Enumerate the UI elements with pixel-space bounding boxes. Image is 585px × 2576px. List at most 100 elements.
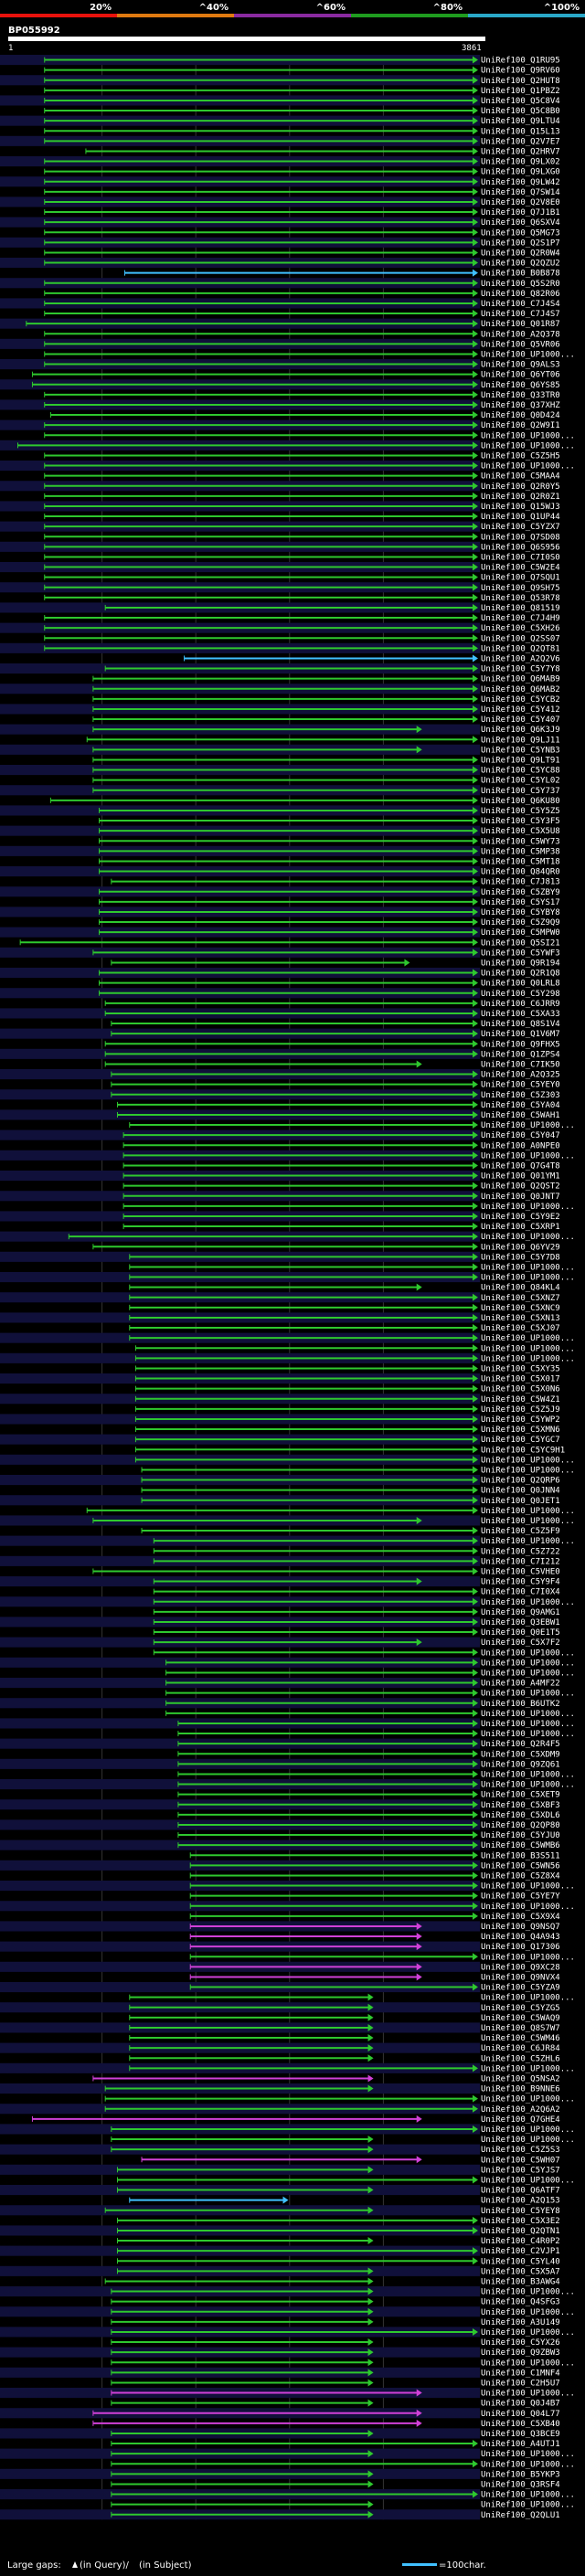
hit-label[interactable]: UniRef100_Q5S2R0	[481, 280, 560, 289]
hit-label[interactable]: UniRef100_C5X017	[481, 1375, 560, 1384]
hit-label[interactable]: UniRef100_UP1000...	[481, 2359, 575, 2368]
hit-label[interactable]: UniRef100_C5YWP2	[481, 1415, 560, 1425]
hit-label[interactable]: UniRef100_Q7SW14	[481, 188, 560, 197]
hit-label[interactable]: UniRef100_C5XH26	[481, 624, 560, 633]
hit-label[interactable]: UniRef100_Q6YS85	[481, 381, 560, 390]
hit-label[interactable]: UniRef100_C5XMN6	[481, 1426, 560, 1435]
hit-label[interactable]: UniRef100_C5XNZ7	[481, 1294, 560, 1303]
hit-label[interactable]: UniRef100_C7IK50	[481, 1060, 560, 1069]
hit-label[interactable]: UniRef100_Q1V6M7	[481, 1030, 560, 1039]
hit-label[interactable]: UniRef100_C5Y047	[481, 1131, 560, 1140]
hit-label[interactable]: UniRef100_C5Z8X4	[481, 1871, 560, 1881]
hit-label[interactable]: UniRef100_C5YC9H1	[481, 1446, 565, 1455]
hit-label[interactable]: UniRef100_Q2W9I1	[481, 421, 560, 430]
hit-label[interactable]: UniRef100_Q53R78	[481, 594, 560, 603]
hit-label[interactable]: UniRef100_C5WAQ9	[481, 2014, 560, 2023]
hit-label[interactable]: UniRef100_Q9R194	[481, 959, 560, 968]
hit-label[interactable]: UniRef100_UP1000...	[481, 2450, 575, 2459]
hit-label[interactable]: UniRef100_C5WY73	[481, 837, 560, 846]
hit-label[interactable]: UniRef100_C5YGC7	[481, 1436, 560, 1445]
hit-label[interactable]: UniRef100_Q3EBW1	[481, 1618, 560, 1627]
hit-label[interactable]: UniRef100_C5X0N6	[481, 1385, 560, 1394]
hit-label[interactable]: UniRef100_UP1000...	[481, 1517, 575, 1526]
hit-label[interactable]: UniRef100_C5YL40	[481, 2257, 560, 2266]
hit-label[interactable]: UniRef100_UP1000...	[481, 1466, 575, 1475]
hit-label[interactable]: UniRef100_C5Y407	[481, 716, 560, 725]
hit-label[interactable]: UniRef100_Q0D424	[481, 411, 560, 420]
hit-label[interactable]: UniRef100_C5MP38	[481, 847, 560, 856]
hit-label[interactable]: UniRef100_Q5C8V4	[481, 97, 560, 106]
hit-label[interactable]: UniRef100_C5VHE0	[481, 1567, 560, 1576]
hit-label[interactable]: UniRef100_A3U149	[481, 2318, 560, 2327]
hit-label[interactable]: UniRef100_Q8S7W7	[481, 2024, 560, 2033]
hit-label[interactable]: UniRef100_Q2V7E7	[481, 137, 560, 146]
hit-label[interactable]: UniRef100_UP1000...	[481, 1334, 575, 1343]
hit-label[interactable]: UniRef100_B6UTK2	[481, 1700, 560, 1709]
hit-label[interactable]: UniRef100_Q9NSQ7	[481, 1923, 560, 1932]
hit-label[interactable]: UniRef100_C5XY35	[481, 1364, 560, 1373]
hit-label[interactable]: UniRef100_UP1000...	[481, 2125, 575, 2135]
hit-label[interactable]: UniRef100_Q7SQU1	[481, 574, 560, 583]
hit-label[interactable]: UniRef100_Q84KL4	[481, 1284, 560, 1293]
hit-label[interactable]: UniRef100_C7J4S4	[481, 300, 560, 309]
hit-label[interactable]: UniRef100_Q7GHE4	[481, 2115, 560, 2125]
hit-label[interactable]: UniRef100_Q1RU95	[481, 57, 560, 66]
hit-label[interactable]: UniRef100_UP1000...	[481, 431, 575, 440]
hit-label[interactable]: UniRef100_UP1000...	[481, 1669, 575, 1678]
hit-label[interactable]: UniRef100_Q2R4F5	[481, 1740, 560, 1749]
hit-label[interactable]: UniRef100_C5ZBY9	[481, 888, 560, 897]
hit-label[interactable]: UniRef100_C5WM46	[481, 2034, 560, 2043]
hit-label[interactable]: UniRef100_C5ZHL6	[481, 2054, 560, 2063]
hit-label[interactable]: UniRef100_C4R0P2	[481, 2237, 560, 2246]
hit-label[interactable]: UniRef100_UP1000...	[481, 2288, 575, 2297]
hit-label[interactable]: UniRef100_Q9LTU4	[481, 117, 560, 126]
hit-label[interactable]: UniRef100_C5XNC9	[481, 1304, 560, 1313]
hit-label[interactable]: UniRef100_C5YS17	[481, 898, 560, 907]
hit-label[interactable]: UniRef100_Q01R87	[481, 320, 560, 329]
hit-label[interactable]: UniRef100_Q9LXG0	[481, 168, 560, 177]
hit-label[interactable]: UniRef100_UP1000...	[481, 1882, 575, 1892]
hit-label[interactable]: UniRef100_C5Y9F4	[481, 1578, 560, 1587]
hit-label[interactable]: UniRef100_C5WAH1	[481, 1111, 560, 1120]
hit-label[interactable]: UniRef100_Q6KU80	[481, 797, 560, 806]
hit-label[interactable]: UniRef100_C5Z5J9	[481, 1405, 560, 1415]
hit-label[interactable]: UniRef100_Q9LT91	[481, 756, 560, 765]
hit-label[interactable]: UniRef100_C5YWF3	[481, 949, 560, 958]
hit-label[interactable]: UniRef100_Q2QRP6	[481, 1477, 560, 1486]
hit-label[interactable]: UniRef100_C5YZG5	[481, 2004, 560, 2013]
hit-label[interactable]: UniRef100_UP1000...	[481, 1690, 575, 1699]
hit-label[interactable]: UniRef100_C5WMB6	[481, 1841, 560, 1850]
hit-label[interactable]: UniRef100_C5W2E4	[481, 564, 560, 573]
hit-label[interactable]: UniRef100_B3AWG4	[481, 2277, 560, 2286]
hit-label[interactable]: UniRef100_Q2QT81	[481, 644, 560, 653]
hit-label[interactable]: UniRef100_Q15L13	[481, 127, 560, 136]
hit-label[interactable]: UniRef100_Q82R06	[481, 290, 560, 299]
hit-label[interactable]: UniRef100_UP1000...	[481, 2064, 575, 2073]
hit-label[interactable]: UniRef100_Q7J1B1	[481, 208, 560, 217]
hit-label[interactable]: UniRef100_C6JRR9	[481, 1000, 560, 1009]
hit-label[interactable]: UniRef100_Q6YT06	[481, 371, 560, 380]
hit-label[interactable]: UniRef100_A2Q2V6	[481, 654, 560, 663]
hit-label[interactable]: UniRef100_UP1000...	[481, 1781, 575, 1790]
hit-label[interactable]: UniRef100_Q2HRV7	[481, 147, 560, 156]
hit-label[interactable]: UniRef100_Q1PBZ2	[481, 87, 560, 96]
hit-label[interactable]: UniRef100_Q5SI21	[481, 938, 560, 948]
hit-label[interactable]: UniRef100_Q2R0Y5	[481, 482, 560, 492]
hit-label[interactable]: UniRef100_C5Y298	[481, 990, 560, 999]
hit-label[interactable]: UniRef100_UP1000...	[481, 1507, 575, 1516]
hit-label[interactable]: UniRef100_Q0JNT7	[481, 1193, 560, 1202]
hit-label[interactable]: UniRef100_UP1000...	[481, 1344, 575, 1353]
hit-label[interactable]: UniRef100_Q6K3J9	[481, 726, 560, 735]
hit-label[interactable]: UniRef100_UP1000...	[481, 1263, 575, 1272]
hit-label[interactable]: UniRef100_Q5C8B0	[481, 107, 560, 116]
hit-label[interactable]: UniRef100_Q5VR06	[481, 340, 560, 349]
hit-label[interactable]: UniRef100_UP1000...	[481, 2390, 575, 2399]
hit-label[interactable]: UniRef100_C5WN56	[481, 1861, 560, 1871]
hit-label[interactable]: UniRef100_C5MT18	[481, 857, 560, 866]
hit-label[interactable]: UniRef100_C5YJS7	[481, 2166, 560, 2175]
hit-label[interactable]: UniRef100_C7J4H9	[481, 614, 560, 623]
hit-label[interactable]: UniRef100_Q6S956	[481, 543, 560, 552]
hit-label[interactable]: UniRef100_C5YA04	[481, 1101, 560, 1110]
hit-label[interactable]: UniRef100_UP1000...	[481, 2491, 575, 2500]
hit-label[interactable]: UniRef100_C5WH07	[481, 2156, 560, 2165]
